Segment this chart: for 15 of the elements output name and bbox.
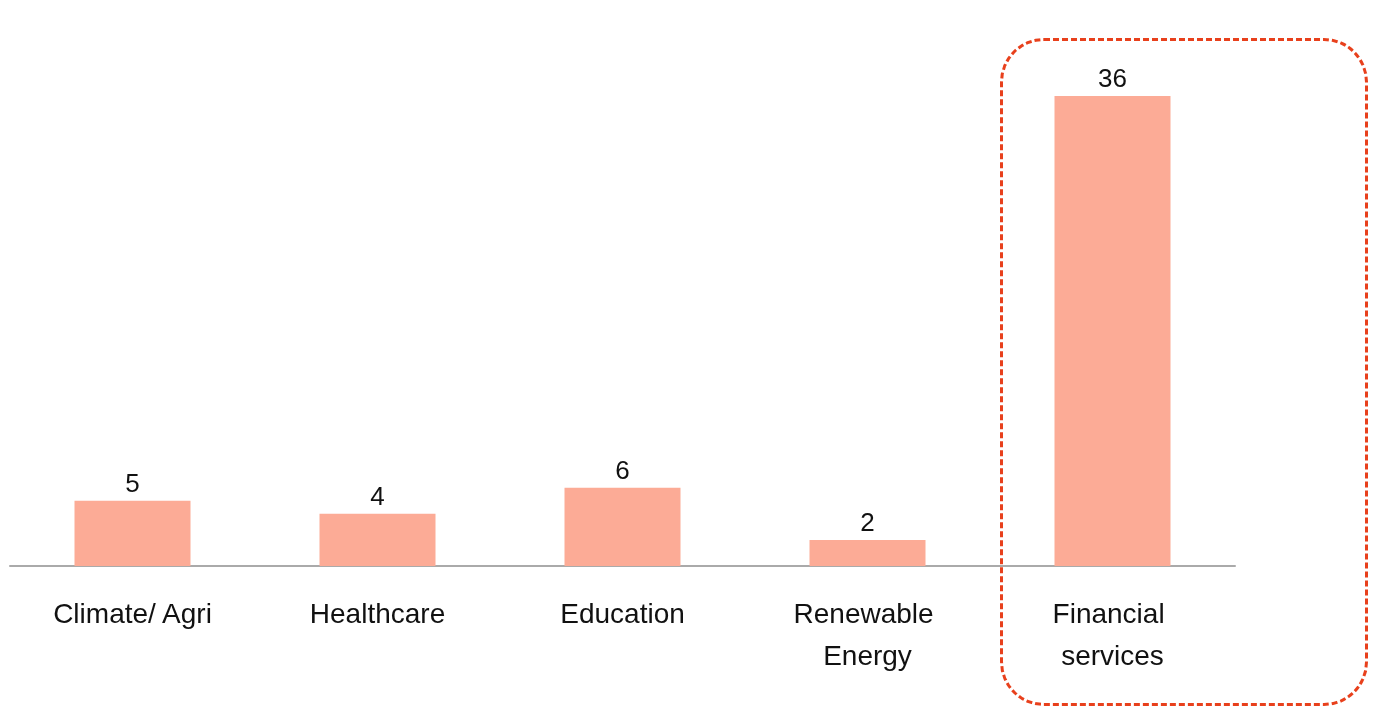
- x-tick-label: Financial services: [1052, 597, 1173, 671]
- bar: [74, 500, 191, 566]
- x-tick-label: Renewable Energy: [793, 597, 942, 671]
- x-tick-label: Healthcare: [309, 597, 446, 629]
- data-label: 2: [860, 506, 875, 537]
- bar: [319, 513, 436, 566]
- data-label: 6: [615, 454, 630, 485]
- x-tick-label: Education: [560, 597, 685, 629]
- data-label: 4: [370, 480, 385, 511]
- data-label: 36: [1098, 63, 1127, 93]
- data-label: 5: [125, 467, 140, 498]
- bar: [1054, 96, 1171, 566]
- bar: [564, 487, 681, 566]
- bar: [809, 539, 926, 566]
- x-tick-label: Climate/ Agri: [53, 597, 212, 629]
